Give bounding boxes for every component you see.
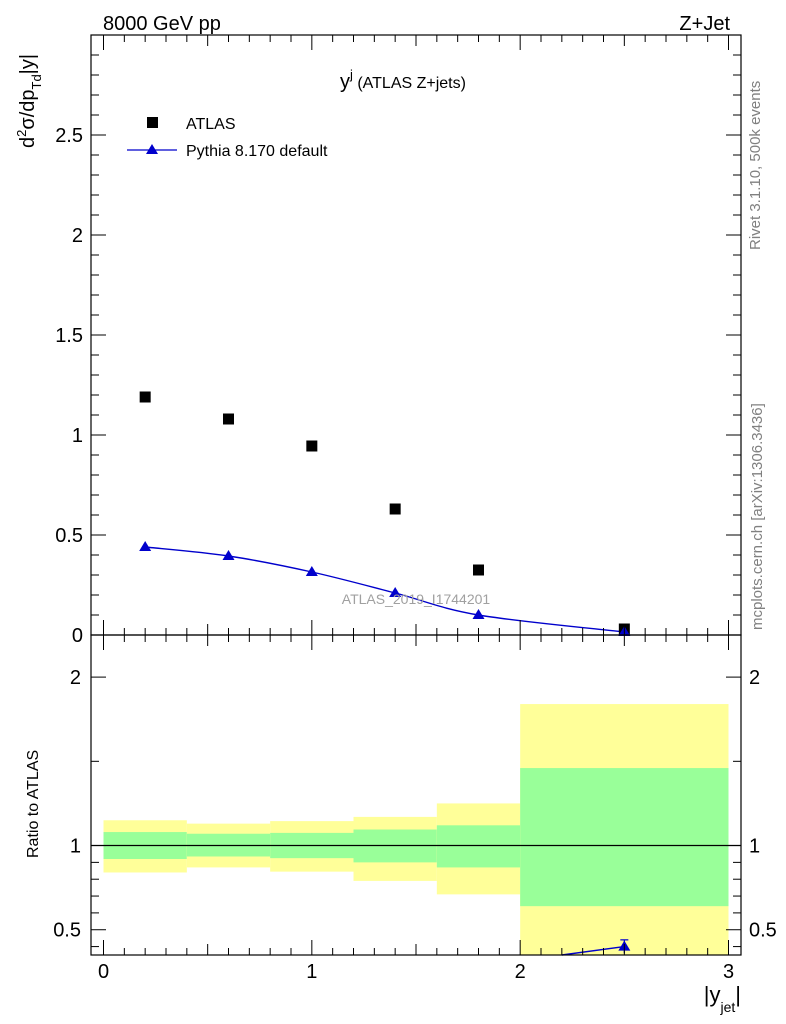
atlas-point xyxy=(139,391,151,403)
ratio-xtick-label: 0 xyxy=(98,961,109,983)
main-ytick-label: 0 xyxy=(72,625,83,647)
ratio-panel: 0.5 0.5 1 1 2 2 0 1 2 3 Ratio to ATLAS |yjet| xyxy=(25,634,777,1015)
pythia-line xyxy=(145,546,625,633)
header-process-label: Z+Jet xyxy=(679,13,730,35)
ratio-ytick-label-left: 0.5 xyxy=(53,920,81,942)
atlas-point xyxy=(389,503,401,515)
legend-atlas-marker xyxy=(147,117,158,128)
ratio-ytick-label-right: 2 xyxy=(749,667,760,689)
ylabel-mid: σ/dp xyxy=(17,89,39,129)
pythia-point xyxy=(472,609,485,619)
ratio-xtick-label: 1 xyxy=(306,961,317,983)
ratio-green-band xyxy=(436,825,521,868)
xlabel-sub: jet xyxy=(719,999,735,1015)
atlas-point xyxy=(223,413,234,425)
ratio-ytick-label-left: 2 xyxy=(70,667,81,689)
pythia-point xyxy=(305,566,318,576)
plot-title: yj (ATLAS Z+jets) xyxy=(340,67,466,93)
pythia-point xyxy=(389,587,402,597)
ratio-ytick-label-left: 1 xyxy=(70,836,81,858)
plot-title-main: y xyxy=(340,71,350,93)
ylabel-sub: Td xyxy=(29,74,44,89)
ratio-ytick-labels: 0.5 0.5 1 1 2 2 xyxy=(53,667,777,942)
legend-pythia-label: Pythia 8.170 default xyxy=(186,143,328,160)
ylabel-end: |y| xyxy=(17,54,39,74)
mcplots-reference-label: mcplots.cern.ch [arXiv:1306.3436] xyxy=(749,403,766,630)
ratio-green-band xyxy=(520,768,729,907)
main-marks xyxy=(139,391,631,636)
pythia-ratio-line xyxy=(561,945,625,956)
xlabel-main: |y xyxy=(704,982,721,1007)
atlas-point xyxy=(473,564,484,576)
ratio-ylabel: Ratio to ATLAS xyxy=(25,750,42,858)
main-ytick-label: 1 xyxy=(72,425,83,447)
main-panel: 00.511.522.5 yj (ATLAS Z+jets) d2σ/dpTd|… xyxy=(14,34,742,647)
ratio-ytick-label-right: 0.5 xyxy=(749,920,777,942)
ratio-bands xyxy=(103,704,729,955)
ylabel-d: d xyxy=(17,137,39,148)
ratio-xtick-label: 2 xyxy=(515,961,526,983)
plot-title-superscript: j xyxy=(349,67,353,82)
main-ytick-labels: 0 0.5 1 1.5 2 2.5 xyxy=(55,125,83,647)
plot-title-rest: (ATLAS Z+jets) xyxy=(353,75,466,92)
ratio-ytick-label-right: 1 xyxy=(749,836,760,858)
ylabel-sup: 2 xyxy=(14,130,29,137)
main-ytick-label: 0.5 xyxy=(55,525,83,547)
header-energy-label: 8000 GeV pp xyxy=(103,13,221,35)
ratio-xtick-label: 3 xyxy=(723,961,734,983)
pythia-point xyxy=(222,550,235,560)
ratio-xtick-labels: 0 1 2 3 xyxy=(98,961,734,983)
main-ytick-label: 2 xyxy=(72,225,83,247)
ratio-ticks xyxy=(91,635,741,955)
legend: ATLAS Pythia 8.170 default xyxy=(127,116,328,160)
rivet-version-label: Rivet 3.1.10, 500k events xyxy=(747,81,764,250)
xlabel-end: | xyxy=(735,982,741,1007)
legend-atlas-label: ATLAS xyxy=(186,116,236,133)
atlas-point xyxy=(306,440,318,452)
pythia-point xyxy=(139,541,152,551)
main-ytick-label: 1.5 xyxy=(55,325,83,347)
legend-pythia-marker xyxy=(146,144,158,154)
analysis-watermark: ATLAS_2019_I1744201 xyxy=(342,591,491,607)
main-ytick-label: 2.5 xyxy=(55,125,83,147)
ratio-xlabel: |yjet| xyxy=(704,982,741,1015)
main-ylabel: d2σ/dpTd|y| xyxy=(14,54,44,148)
